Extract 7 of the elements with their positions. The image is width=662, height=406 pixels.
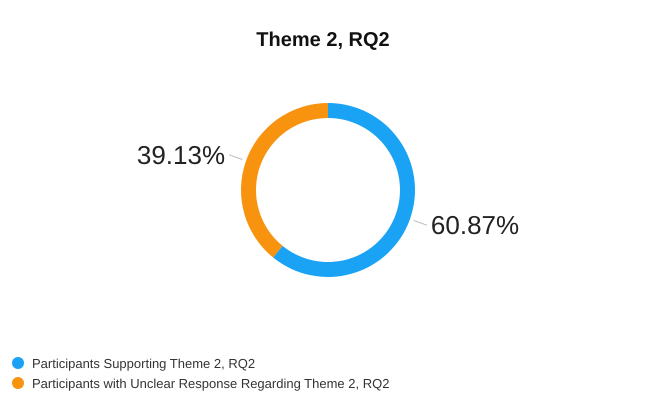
legend-label: Participants Supporting Theme 2, RQ2 — [32, 356, 256, 370]
chart-title: Theme 2, RQ2 — [256, 29, 390, 51]
data-label: 60.87% — [430, 210, 520, 240]
data-label: 39.13% — [136, 140, 226, 170]
donut-slice — [241, 103, 328, 258]
donut-slice — [273, 103, 415, 277]
legend-label: Participants with Unclear Response Regarding Theme 2, RQ2 — [32, 376, 390, 390]
